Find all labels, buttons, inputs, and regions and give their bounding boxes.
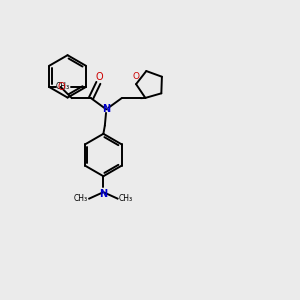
Text: CH₃: CH₃ [55, 82, 69, 91]
Text: N: N [102, 104, 110, 114]
Text: O: O [96, 72, 104, 82]
Text: O: O [57, 82, 65, 92]
Text: CH₃: CH₃ [74, 194, 88, 203]
Text: N: N [99, 189, 107, 199]
Text: CH₃: CH₃ [119, 194, 133, 203]
Text: O: O [133, 72, 140, 81]
